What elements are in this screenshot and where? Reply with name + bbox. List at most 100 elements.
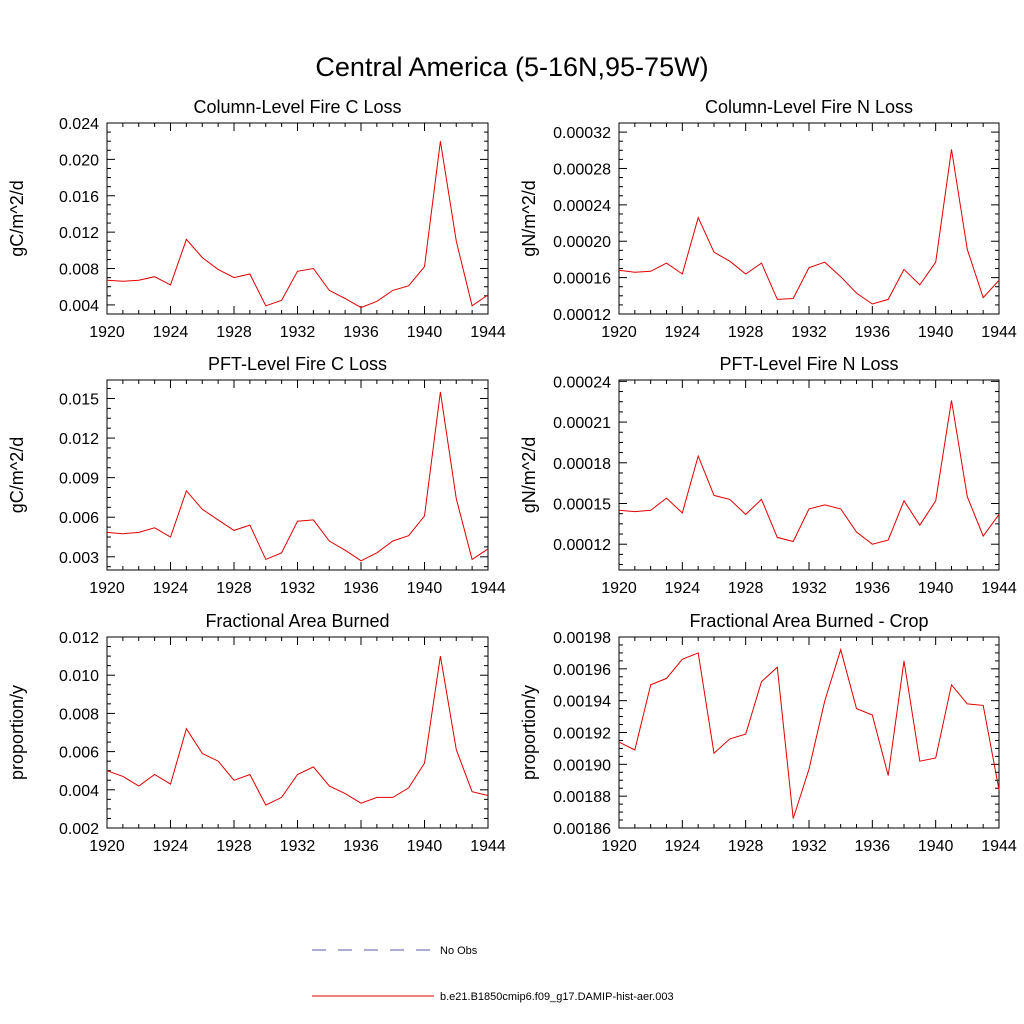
y-tick-label: 0.002	[59, 821, 99, 838]
y-tick-label: 0.012	[59, 431, 99, 448]
plot-frame	[618, 636, 1000, 829]
y-tick-label: 0.00020	[553, 234, 611, 251]
x-tick-label: 1932	[280, 580, 316, 597]
panels: Column-Level Fire C Loss gC/m^2/d 1920 1924…	[7, 97, 1017, 855]
x-tick-label: 1928	[728, 324, 764, 341]
y-tick-label: 0.010	[59, 668, 99, 685]
x-tick-label: 1924	[153, 324, 189, 341]
x-tick-label: 1920	[89, 838, 125, 855]
x-tick-label: 1944	[981, 838, 1017, 855]
panel-4: PFT-Level Fire N Loss gN/m^2/d 1920 1924 192…	[519, 354, 1017, 597]
plot-frame	[106, 636, 489, 829]
y-axis-label: proportion/y	[519, 685, 539, 780]
x-tick-label: 1940	[407, 324, 443, 341]
y-tick-label: 0.00192	[553, 726, 611, 743]
legend-label: b.e21.B1850cmip6.f09_g17.DAMIP-hist-aer.…	[440, 991, 674, 1003]
y-tick-label: 0.00196	[553, 662, 611, 679]
x-tick-label: 1936	[343, 580, 379, 597]
y-tick-label: 0.00016	[553, 271, 611, 288]
panel-1: Column-Level Fire C Loss gC/m^2/d 1920 1924…	[7, 97, 506, 341]
y-tick-label: 0.012	[59, 225, 99, 242]
legend-entry-1: No Obs	[312, 945, 478, 957]
x-tick-label: 1928	[216, 580, 252, 597]
series-line-1	[106, 391, 489, 562]
series-line-1	[618, 149, 1000, 305]
y-tick-label: 0.00194	[553, 694, 611, 711]
y-axis-label: gC/m^2/d	[7, 180, 27, 256]
x-tick-label: 1928	[728, 580, 764, 597]
x-tick-label: 1920	[601, 580, 637, 597]
x-tick-label: 1920	[89, 324, 125, 341]
x-tick-label: 1936	[343, 324, 379, 341]
series-line-1	[618, 647, 1000, 819]
y-tick-label: 0.006	[59, 510, 99, 527]
panel-title: Column-Level Fire C Loss	[193, 97, 401, 117]
x-tick-label: 1944	[470, 580, 506, 597]
y-tick-label: 0.00032	[553, 125, 611, 142]
y-tick-label: 0.024	[59, 116, 99, 133]
legend: No Obs b.e21.B1850cmip6.f09_g17.DAMIP-his…	[312, 945, 674, 1003]
x-tick-label: 1944	[981, 580, 1017, 597]
x-tick-label: 1932	[280, 324, 316, 341]
series-line-1	[106, 141, 489, 309]
y-tick-label: 0.00190	[553, 757, 611, 774]
x-tick-label: 1940	[407, 580, 443, 597]
x-tick-label: 1944	[470, 838, 506, 855]
y-tick-label: 0.00024	[553, 198, 611, 215]
x-tick-label: 1940	[407, 838, 443, 855]
x-tick-label: 1940	[918, 838, 954, 855]
y-tick-label: 0.008	[59, 262, 99, 279]
x-tick-label: 1928	[216, 838, 252, 855]
y-axis-label: gN/m^2/d	[519, 180, 539, 256]
x-tick-label: 1924	[665, 838, 701, 855]
x-tick-label: 1944	[470, 324, 506, 341]
x-tick-label: 1936	[855, 324, 891, 341]
y-axis-label: proportion/y	[7, 685, 27, 780]
y-tick-label: 0.00018	[553, 456, 611, 473]
panel-title: PFT-Level Fire N Loss	[719, 354, 898, 374]
y-tick-label: 0.00021	[553, 415, 611, 432]
x-tick-label: 1920	[601, 838, 637, 855]
y-tick-label: 0.004	[59, 298, 99, 315]
plot-frame	[618, 379, 1000, 571]
plot-frame	[106, 379, 489, 571]
panel-2: Column-Level Fire N Loss gN/m^2/d 1920 1924…	[519, 97, 1017, 341]
y-tick-label: 0.00012	[553, 537, 611, 554]
legend-entry-2: b.e21.B1850cmip6.f09_g17.DAMIP-hist-aer.…	[312, 991, 674, 1003]
y-tick-label: 0.020	[59, 152, 99, 169]
panel-5: Fractional Area Burned proportion/y 1920 19…	[7, 611, 506, 855]
y-tick-label: 0.00188	[553, 789, 611, 806]
y-tick-label: 0.003	[59, 550, 99, 567]
x-tick-label: 1928	[728, 838, 764, 855]
y-tick-label: 0.016	[59, 189, 99, 206]
y-tick-label: 0.00024	[553, 374, 611, 391]
y-axis-label: gC/m^2/d	[7, 437, 27, 513]
legend-label: No Obs	[440, 945, 478, 957]
y-tick-label: 0.009	[59, 471, 99, 488]
x-tick-label: 1924	[665, 324, 701, 341]
y-tick-label: 0.006	[59, 745, 99, 762]
x-tick-label: 1920	[89, 580, 125, 597]
x-tick-label: 1932	[791, 324, 827, 341]
x-tick-label: 1940	[918, 324, 954, 341]
x-tick-label: 1932	[280, 838, 316, 855]
x-tick-label: 1928	[216, 324, 252, 341]
y-tick-label: 0.00198	[553, 630, 611, 647]
x-tick-label: 1936	[855, 580, 891, 597]
x-tick-label: 1944	[981, 324, 1017, 341]
x-tick-label: 1932	[791, 838, 827, 855]
y-tick-label: 0.004	[59, 783, 99, 800]
panel-title: Fractional Area Burned	[205, 611, 389, 631]
x-tick-label: 1936	[343, 838, 379, 855]
y-tick-label: 0.015	[59, 391, 99, 408]
panel-title: Fractional Area Burned - Crop	[689, 611, 928, 631]
x-tick-label: 1940	[918, 580, 954, 597]
panel-title: Column-Level Fire N Loss	[705, 97, 913, 117]
panel-title: PFT-Level Fire C Loss	[208, 354, 387, 374]
figure-title: Central America (5-16N,95-75W)	[315, 52, 708, 82]
x-tick-label: 1924	[153, 580, 189, 597]
y-tick-label: 0.00186	[553, 821, 611, 838]
panel-6: Fractional Area Burned - Crop proportion/…	[519, 611, 1017, 855]
y-tick-label: 0.012	[59, 630, 99, 647]
